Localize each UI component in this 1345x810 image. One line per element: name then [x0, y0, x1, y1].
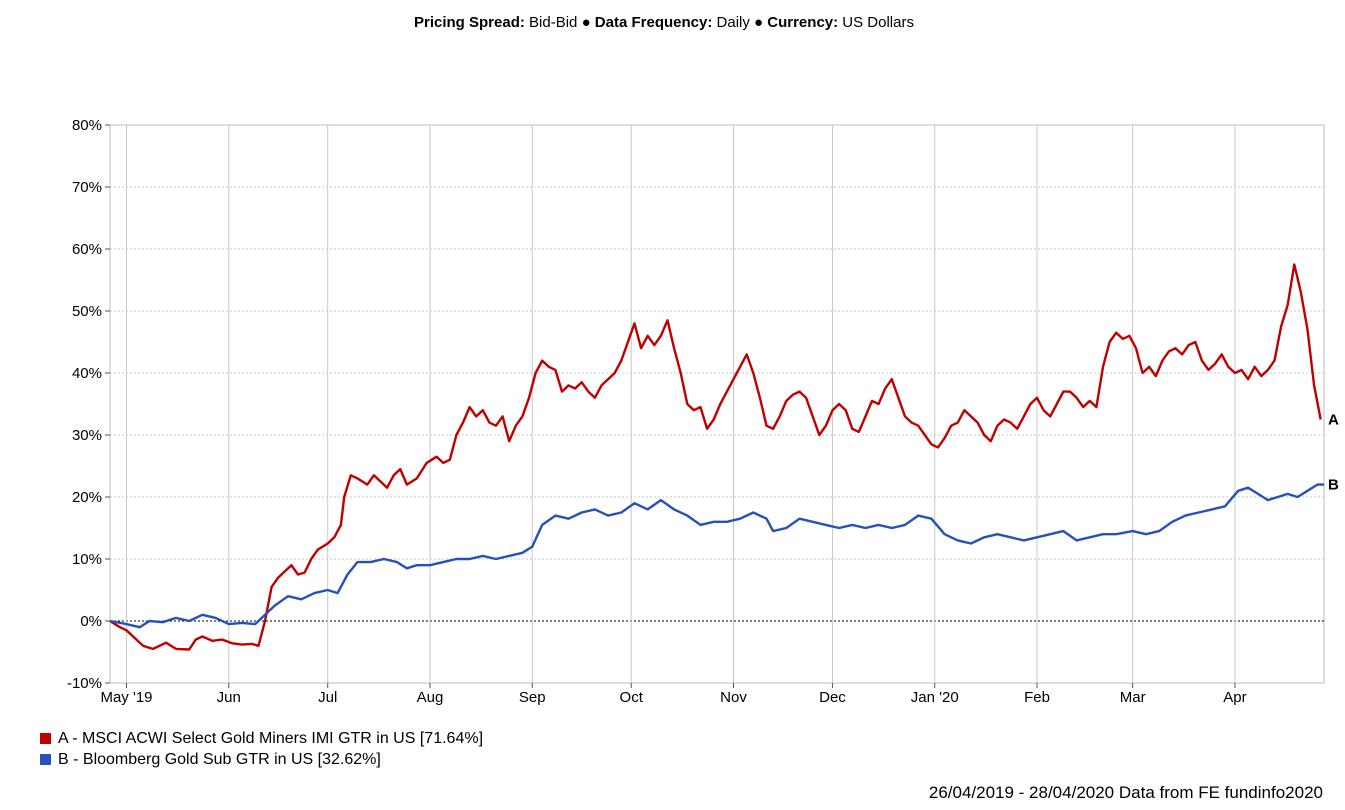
y-tick-label: 80%: [72, 117, 102, 134]
x-tick-label: Jul: [318, 689, 337, 706]
spread-value: Bid-Bid: [529, 14, 577, 31]
y-tick-label: 30%: [72, 427, 102, 444]
separator-dot-1: ●: [582, 14, 591, 31]
footer-source: 26/04/2019 - 28/04/2020 Data from FE fun…: [929, 783, 1323, 803]
x-tick-label: Sep: [519, 689, 546, 706]
x-tick-label: Aug: [417, 689, 444, 706]
legend-label-b: B - Bloomberg Gold Sub GTR in US [32.62%…: [58, 751, 381, 768]
plot-border: [109, 124, 1325, 684]
x-tick-label: Jan '20: [911, 689, 959, 706]
y-tick-label: 20%: [72, 489, 102, 506]
y-tick-label: 70%: [72, 179, 102, 196]
legend-item-b: B - Bloomberg Gold Sub GTR in US [32.62%…: [40, 749, 483, 770]
x-tick-label: Mar: [1120, 689, 1146, 706]
series-end-label-b: B: [1328, 477, 1339, 494]
y-tick-label: 60%: [72, 241, 102, 258]
legend: A - MSCI ACWI Select Gold Miners IMI GTR…: [40, 728, 483, 770]
x-tick-label: Feb: [1024, 689, 1050, 706]
y-tick-label: 50%: [72, 303, 102, 320]
legend-swatch-a: [40, 733, 51, 744]
series-line-b: [109, 483, 1324, 629]
series-line-a: [109, 263, 1322, 651]
spread-label: Pricing Spread:: [414, 14, 525, 31]
legend-label-a: A - MSCI ACWI Select Gold Miners IMI GTR…: [58, 730, 484, 747]
x-tick-label: Dec: [819, 689, 846, 706]
separator-dot-2: ●: [754, 14, 763, 31]
legend-item-a: A - MSCI ACWI Select Gold Miners IMI GTR…: [40, 728, 483, 749]
x-tick-label: Jun: [217, 689, 241, 706]
currency-value: US Dollars: [842, 14, 914, 31]
series-end-label-a: A: [1328, 412, 1339, 429]
y-tick-label: 40%: [72, 365, 102, 382]
x-tick-label: Oct: [620, 689, 644, 706]
y-tick-label: 10%: [72, 551, 102, 568]
plot-area: 80% 70% 60% 50% 40% 30% 20% 10% 0% -10%May '19 Jun…: [67, 117, 1339, 706]
chart-header: Pricing Spread: Bid-Bid ● Data Frequency…: [414, 14, 914, 31]
currency-label: Currency:: [767, 14, 838, 31]
legend-swatch-b: [40, 754, 51, 765]
y-tick-label: 0%: [80, 613, 102, 630]
frequency-label: Data Frequency:: [595, 14, 713, 31]
x-tick-label: Nov: [720, 689, 747, 706]
frequency-value: Daily: [717, 14, 751, 31]
y-tick-label: -10%: [67, 675, 102, 692]
footer-source-text: Data from FE fundinfo2020: [1118, 783, 1323, 802]
x-tick-label: May '19: [100, 689, 152, 706]
footer-date-range: 26/04/2019 - 28/04/2020: [928, 783, 1115, 802]
x-tick-label: Apr: [1223, 689, 1246, 706]
